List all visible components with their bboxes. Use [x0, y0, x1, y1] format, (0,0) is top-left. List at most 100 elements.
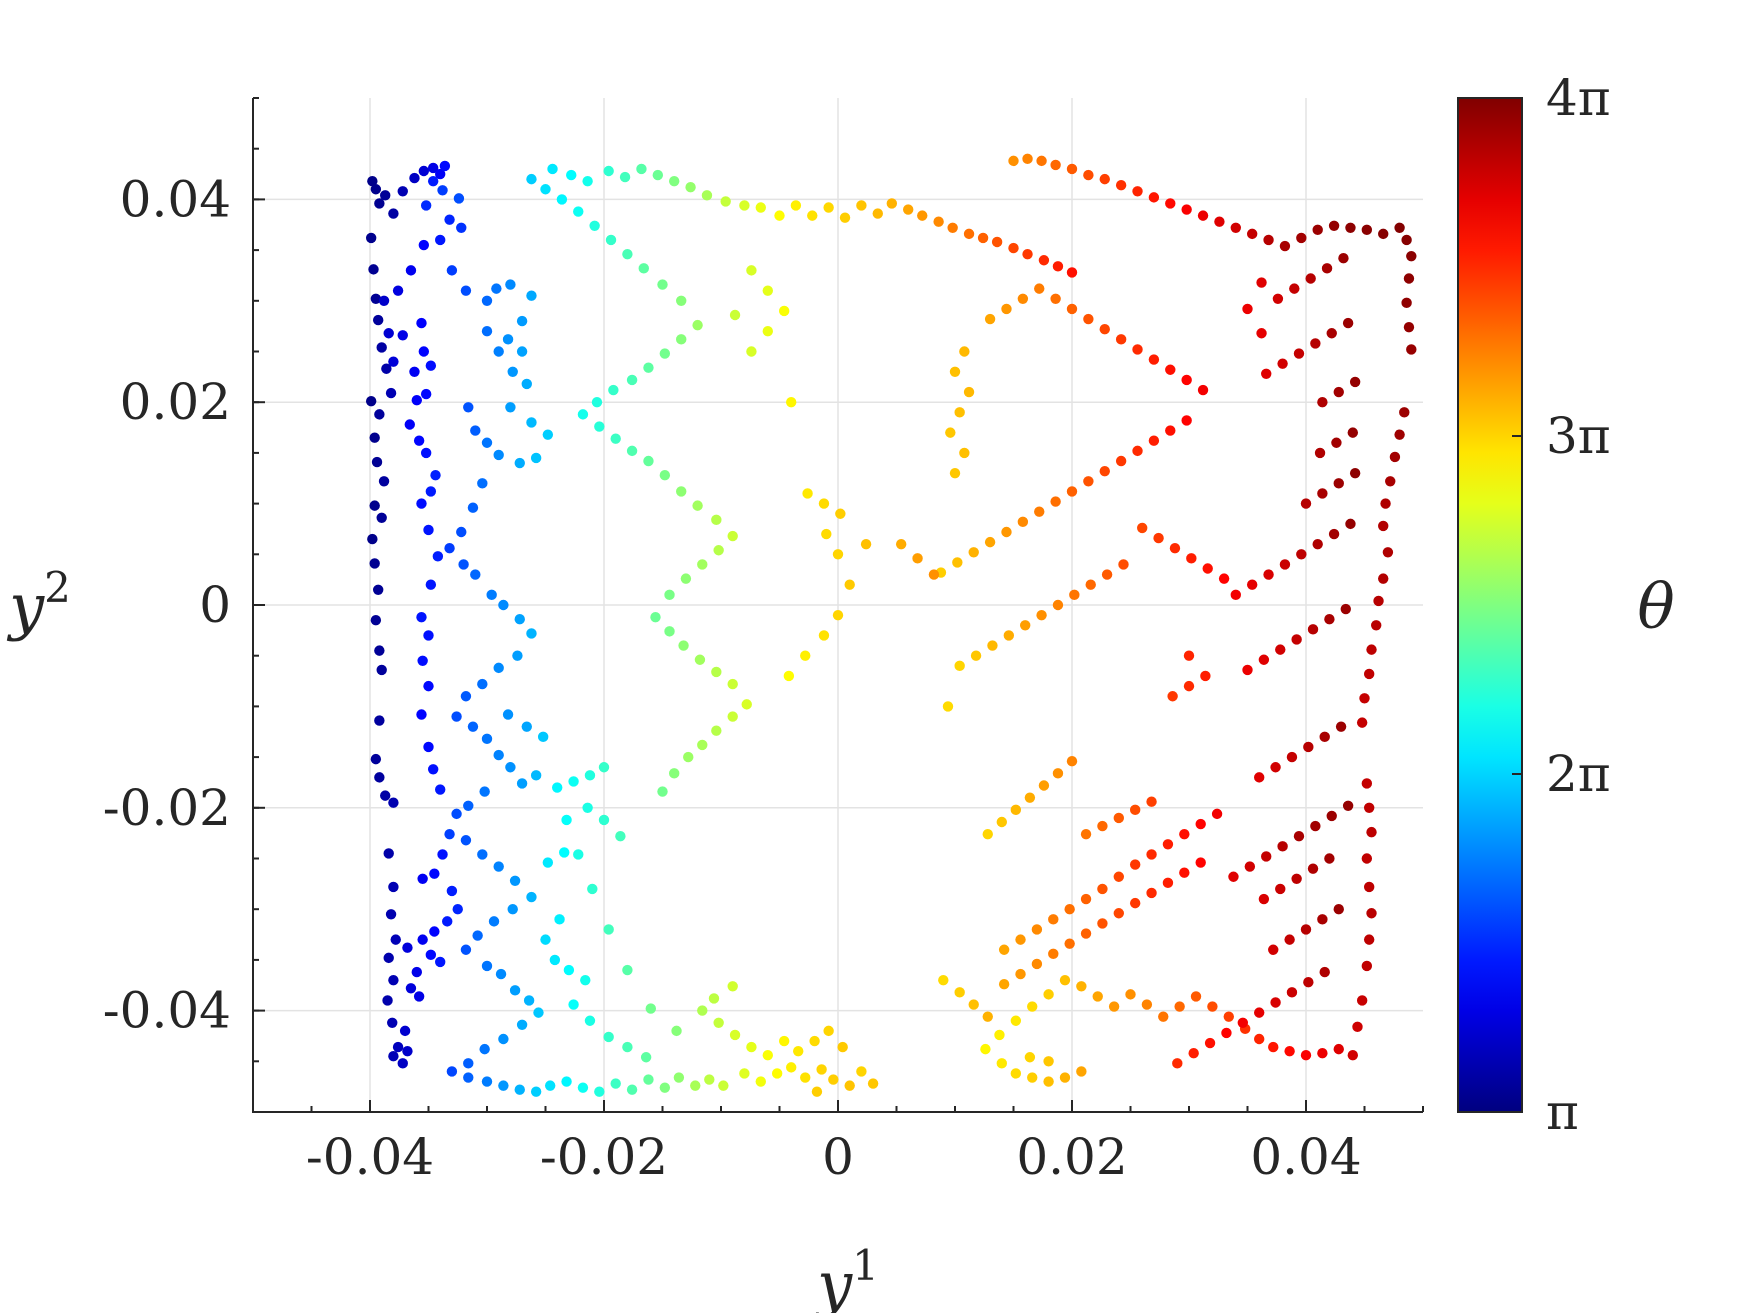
- point-467: [1204, 1037, 1216, 1049]
- point-584: [821, 528, 832, 540]
- point-390: [980, 1043, 991, 1055]
- point-457: [1300, 924, 1312, 935]
- point-141: [516, 778, 528, 789]
- point-258: [626, 445, 638, 457]
- point-270: [657, 279, 668, 290]
- point-312: [1008, 155, 1019, 167]
- point-381: [1125, 989, 1136, 1000]
- point-221: [598, 814, 610, 826]
- point-363: [1363, 934, 1375, 945]
- point-10: [439, 160, 451, 172]
- point-13: [437, 185, 448, 196]
- point-333: [1345, 222, 1356, 233]
- point-142: [530, 770, 542, 781]
- point-526: [1165, 364, 1176, 375]
- point-327: [1246, 228, 1258, 240]
- point-290: [739, 200, 750, 211]
- point-92: [383, 328, 394, 339]
- point-535: [1083, 476, 1094, 487]
- point-97: [435, 234, 446, 246]
- point-318: [1099, 173, 1110, 185]
- point-168: [446, 1066, 458, 1077]
- point-514: [1256, 328, 1267, 339]
- point-207: [823, 1025, 834, 1037]
- point-119: [481, 437, 493, 448]
- point-104: [505, 279, 516, 290]
- point-589: [800, 650, 811, 661]
- point-94: [392, 285, 404, 296]
- point-341: [1403, 321, 1415, 333]
- point-433: [1024, 792, 1036, 803]
- point-480: [1307, 624, 1319, 635]
- point-563: [1167, 691, 1178, 702]
- point-394: [1043, 1076, 1054, 1087]
- point-310: [1052, 261, 1064, 272]
- point-404: [1015, 934, 1026, 945]
- point-31: [372, 584, 384, 595]
- point-280: [566, 169, 577, 181]
- point-308: [1022, 248, 1033, 260]
- point-199: [729, 1029, 741, 1041]
- point-223: [559, 847, 570, 858]
- point-302: [933, 216, 944, 227]
- point-192: [828, 1074, 839, 1085]
- axis-labels: y1 y2 θ: [6, 563, 1675, 1313]
- point-471: [1270, 762, 1281, 773]
- point-204: [778, 1035, 790, 1047]
- point-22: [374, 409, 385, 420]
- point-170: [481, 1076, 493, 1087]
- point-295: [823, 202, 834, 213]
- point-294: [807, 210, 818, 221]
- point-493: [1333, 478, 1344, 489]
- point-254: [692, 500, 703, 511]
- point-249: [680, 573, 692, 584]
- point-172: [514, 1084, 525, 1095]
- point-391: [996, 1058, 1007, 1069]
- point-134: [477, 678, 488, 690]
- point-263: [608, 384, 619, 396]
- point-75: [425, 579, 437, 590]
- point-411: [1129, 859, 1141, 870]
- point-399: [938, 974, 949, 986]
- point-585: [832, 549, 844, 560]
- point-507: [1272, 293, 1284, 304]
- point-72: [417, 655, 428, 666]
- point-379: [1158, 1011, 1169, 1022]
- point-210: [645, 1003, 656, 1014]
- point-401: [968, 999, 979, 1010]
- point-469: [1172, 1058, 1183, 1069]
- point-274: [589, 220, 600, 231]
- point-505: [1326, 328, 1337, 339]
- point-137: [467, 721, 479, 732]
- point-176: [577, 1082, 589, 1093]
- point-68: [427, 764, 439, 775]
- point-323: [1181, 204, 1192, 215]
- point-195: [867, 1078, 879, 1089]
- point-250: [697, 559, 708, 570]
- point-283: [619, 171, 631, 183]
- point-57: [417, 934, 428, 945]
- point-501: [1261, 368, 1272, 380]
- point-106: [526, 290, 537, 301]
- point-262: [591, 397, 603, 408]
- point-343: [1399, 407, 1410, 418]
- point-112: [521, 378, 532, 390]
- point-590: [783, 670, 795, 682]
- point-271: [638, 263, 649, 274]
- point-47: [387, 1017, 398, 1028]
- point-151: [477, 849, 488, 860]
- y-axis-label-sup: 2: [44, 563, 71, 612]
- point-228: [563, 964, 575, 976]
- x-tick-label-1: -0.02: [540, 1128, 668, 1186]
- point-156: [488, 916, 500, 927]
- point-414: [1179, 828, 1190, 840]
- point-232: [603, 1031, 614, 1043]
- point-444: [1261, 851, 1272, 862]
- point-130: [514, 613, 525, 625]
- point-322: [1165, 198, 1176, 209]
- colorbar-tick-label-0: π: [1546, 1083, 1579, 1141]
- point-593: [912, 553, 923, 564]
- point-27: [369, 500, 380, 511]
- point-342: [1406, 344, 1417, 355]
- y-tick-label-1: -0.02: [103, 779, 231, 837]
